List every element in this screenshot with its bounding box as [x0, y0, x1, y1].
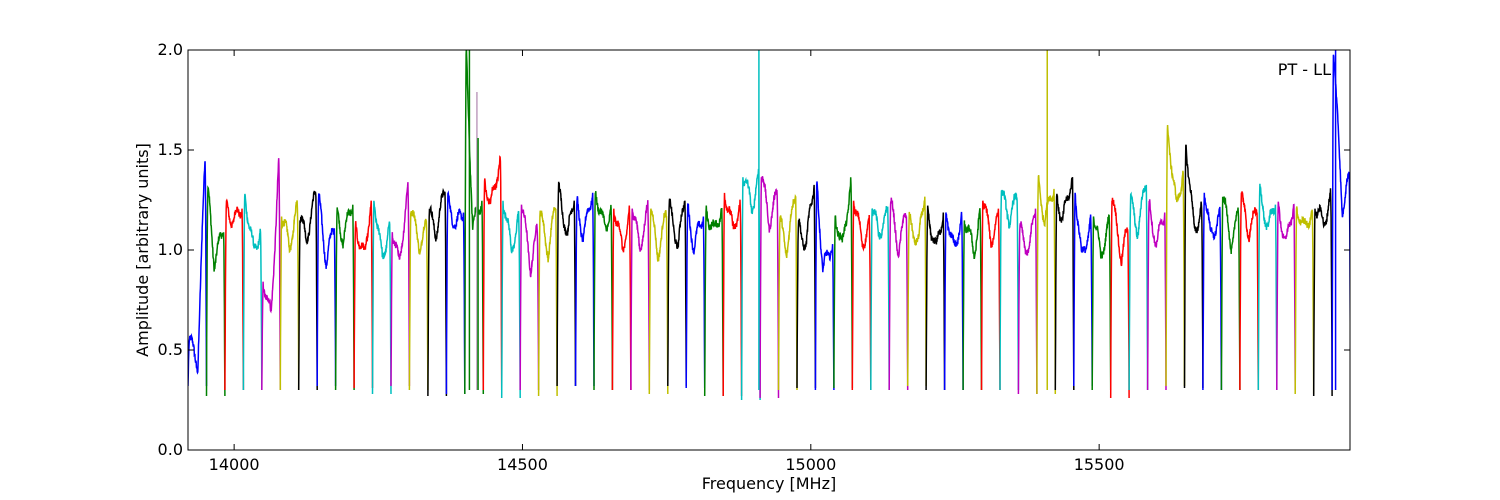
y-axis-label: Amplitude [arbitrary units] — [133, 143, 152, 357]
channel-series-line — [537, 206, 558, 397]
channel-series-line — [482, 155, 503, 391]
channel-series-line — [943, 211, 964, 391]
channel-series-line — [777, 194, 798, 391]
x-axis-label: Frequency [MHz] — [702, 474, 836, 493]
x-tick-label: 15000 — [785, 455, 836, 474]
channel-series-line — [1054, 176, 1075, 391]
channel-series-line — [334, 204, 355, 391]
channel-series-line — [962, 208, 983, 391]
channel-series-line — [445, 190, 466, 395]
channel-series-line — [1073, 192, 1093, 387]
x-tick-label: 15500 — [1074, 455, 1125, 474]
channel-series-line — [188, 161, 208, 387]
y-tick-label: 1.5 — [158, 140, 183, 159]
channel-series-line — [906, 196, 927, 387]
channel-series-line — [648, 208, 669, 395]
channel-series-line — [722, 192, 743, 397]
chart-annotation: PT - LL — [1278, 60, 1331, 79]
channel-series-line — [1036, 175, 1057, 395]
channel-series-line — [703, 205, 724, 397]
channel-series-line — [205, 185, 226, 397]
channel-series-line — [408, 209, 429, 391]
channel-series-line — [1276, 201, 1296, 391]
channel-series-line — [1091, 214, 1112, 391]
channel-series-line — [224, 198, 245, 391]
channel-series-line — [353, 200, 374, 389]
x-tick-label: 14500 — [497, 455, 548, 474]
channel-series-line — [297, 190, 318, 391]
y-tick-label: 0.0 — [158, 440, 183, 459]
channel-series-line — [814, 181, 835, 391]
channel-series-line — [574, 192, 595, 387]
channel-series-line — [1109, 197, 1130, 399]
spike-layer — [468, 50, 1337, 390]
channel-series-line — [667, 198, 687, 387]
channel-series-line — [1257, 183, 1278, 391]
channel-series-line — [1294, 206, 1315, 395]
channel-series-line — [1165, 124, 1186, 387]
y-tick-label: 0.5 — [158, 340, 183, 359]
series-layer — [188, 50, 1350, 401]
channel-series-line — [261, 158, 282, 391]
y-tick-label: 2.0 — [158, 40, 183, 59]
channel-series-line — [833, 177, 854, 389]
channel-series-line — [1128, 184, 1149, 391]
channel-series-line — [593, 191, 614, 391]
channel-series-line — [796, 184, 817, 389]
channel-series-line — [1239, 191, 1260, 391]
channel-series-line — [242, 193, 263, 391]
channel-series-line — [1146, 199, 1167, 391]
channel-series-line — [685, 203, 706, 389]
x-axis: 14000 14500 15000 15500 — [209, 50, 1125, 474]
channel-series-line — [888, 197, 909, 391]
channel-series-line — [611, 205, 632, 391]
x-tick-label: 14000 — [209, 455, 260, 474]
channel-series-line — [1202, 192, 1223, 391]
channel-series-line — [519, 204, 540, 391]
y-axis: 0.0 0.5 1.0 1.5 2.0 — [158, 40, 1350, 459]
channel-series-line — [1220, 196, 1241, 391]
channel-series-line — [870, 205, 890, 391]
channel-series-line — [1183, 144, 1204, 389]
channel-series-line — [371, 200, 392, 395]
channel-series-line — [1312, 188, 1333, 397]
channel-series-line — [464, 50, 485, 395]
channel-series-line — [556, 181, 577, 387]
channel-series-line — [925, 205, 946, 391]
channel-series-line — [279, 200, 300, 391]
channel-series-line — [980, 200, 1001, 391]
channel-series-line — [851, 200, 872, 391]
channel-series-line — [500, 200, 521, 399]
channel-series-line — [630, 200, 651, 391]
channel-series-line — [390, 182, 411, 387]
channel-series-line — [427, 187, 448, 397]
channel-series-line — [1017, 208, 1038, 395]
channel-series-line — [759, 176, 780, 399]
channel-series-line — [740, 168, 761, 401]
y-tick-label: 1.0 — [158, 240, 183, 259]
channel-series-line — [316, 193, 337, 387]
channel-series-line — [999, 189, 1020, 391]
